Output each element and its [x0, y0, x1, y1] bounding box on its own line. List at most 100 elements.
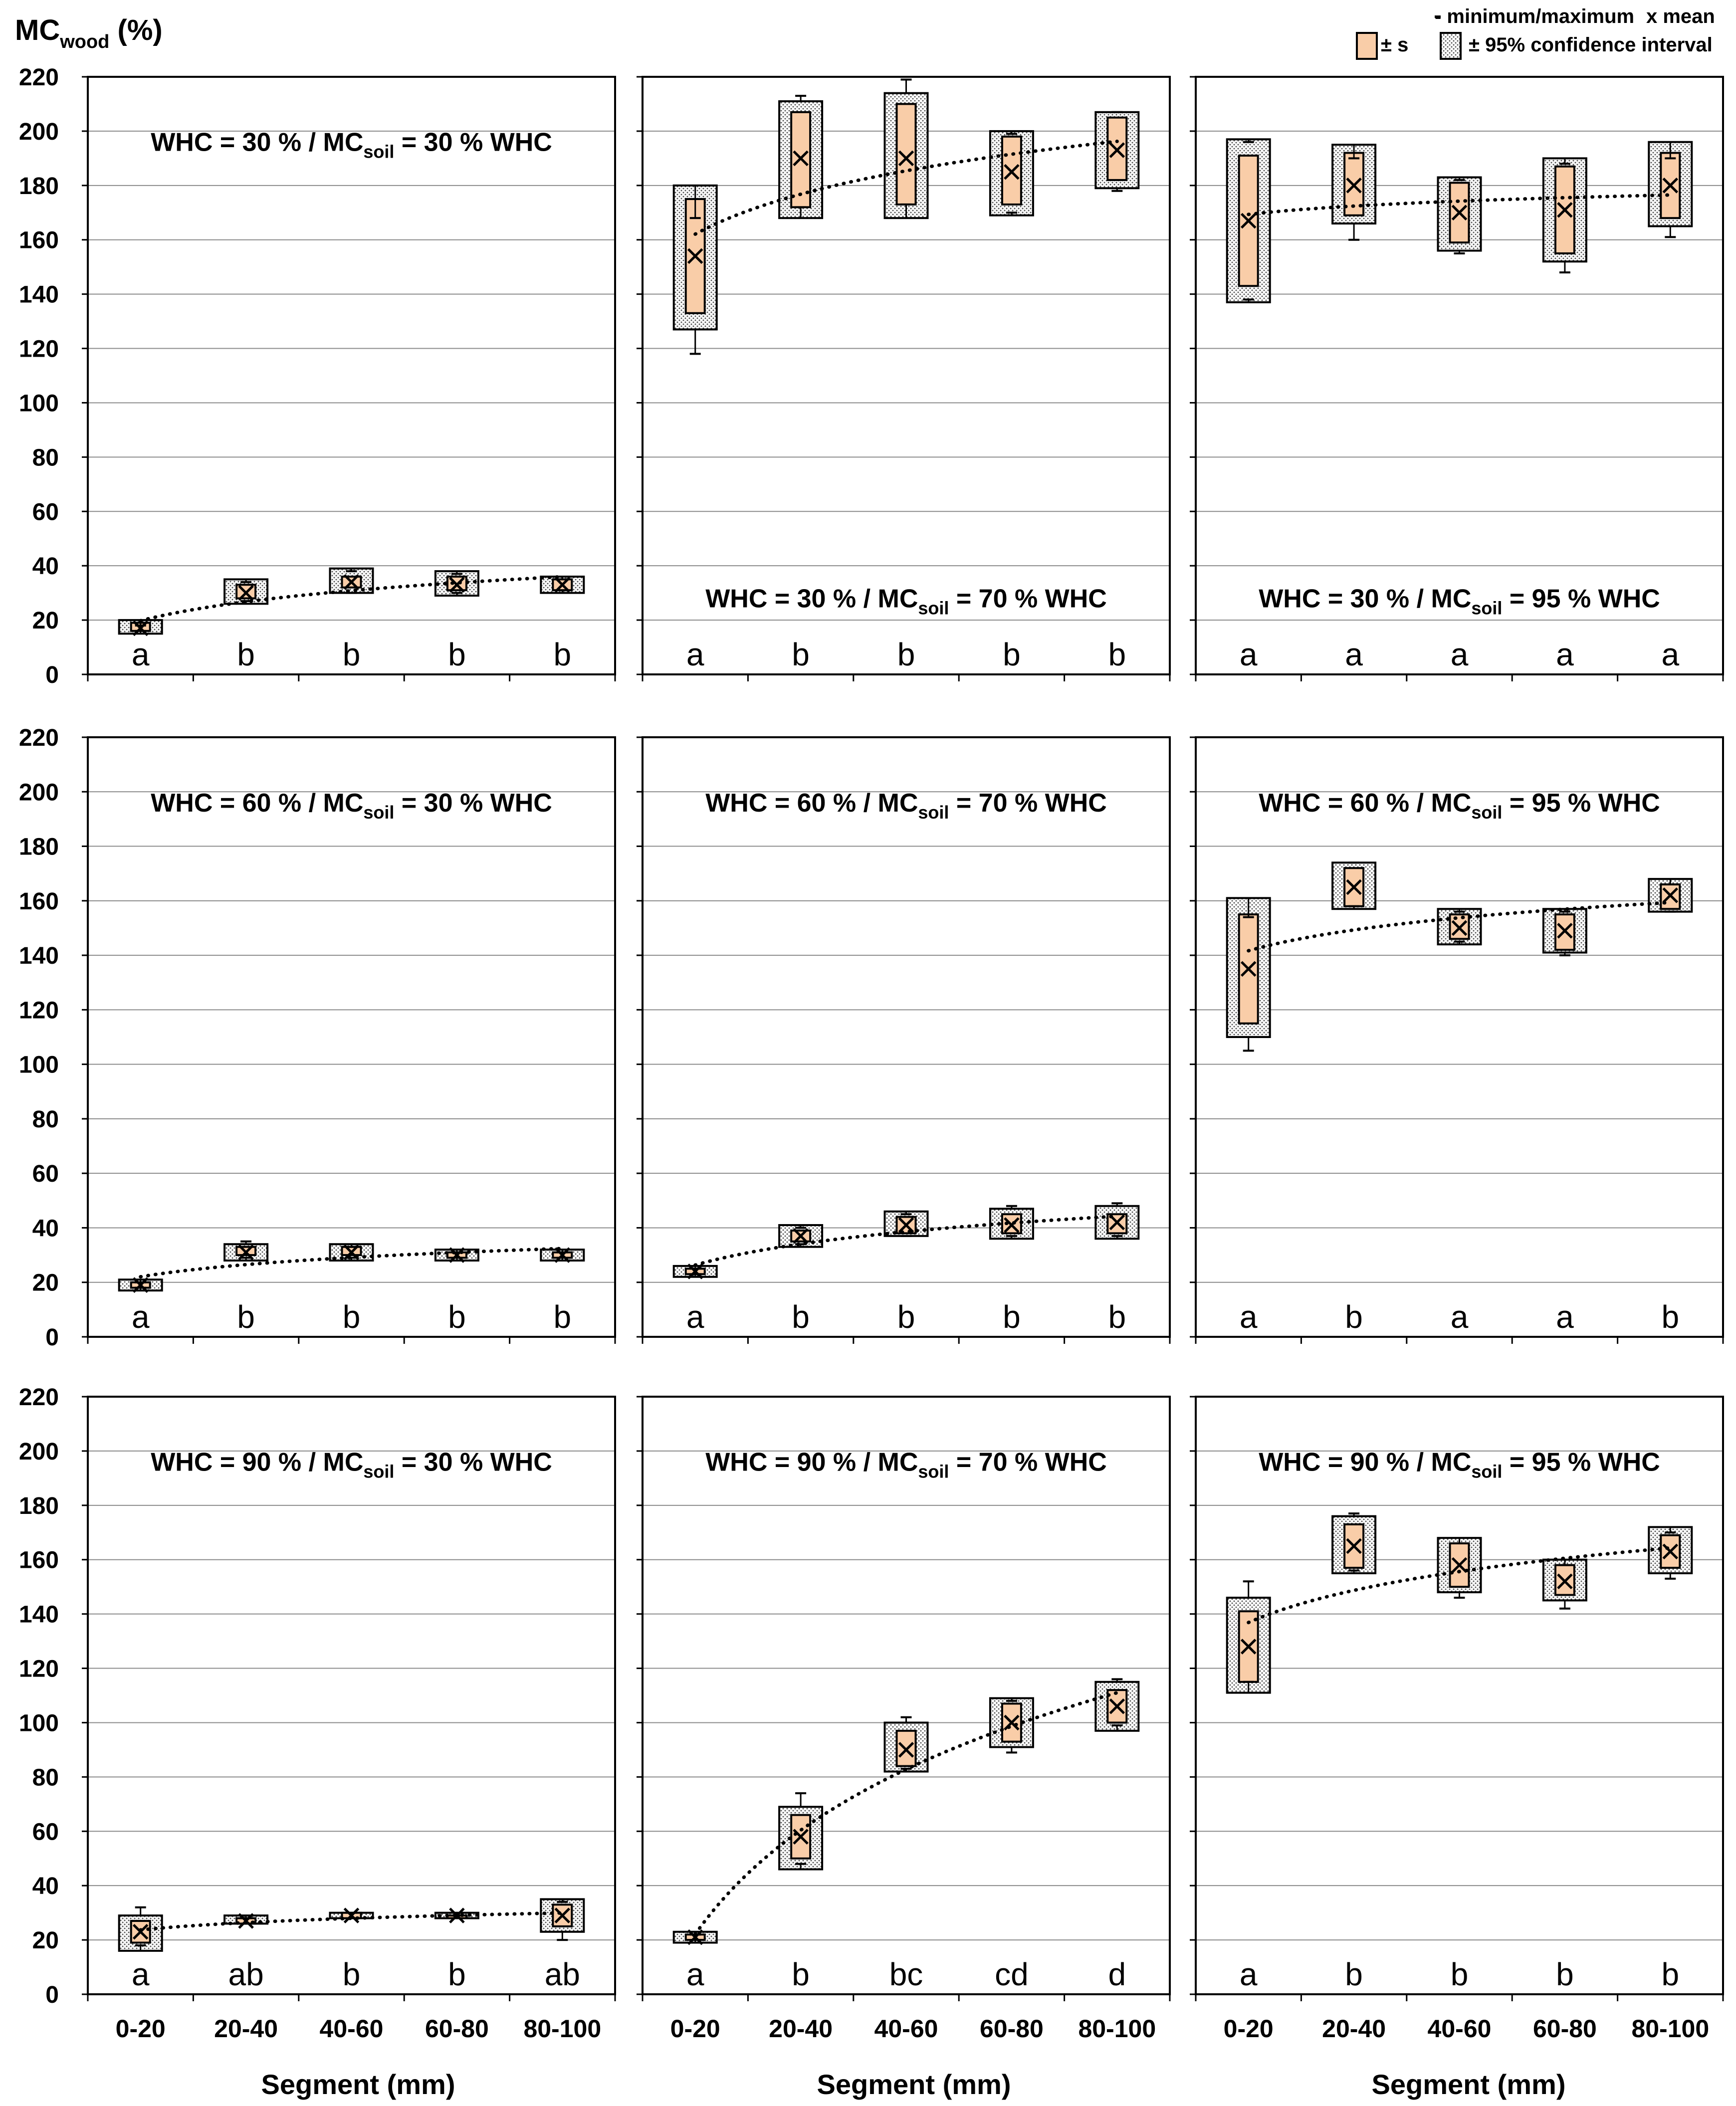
panel-row3-col3: a 0-20 b 20-40 b 40-60 b 60-80 b 80-100 WHC = 90 %… — [1190, 1396, 1724, 2043]
mean-marker — [1557, 923, 1573, 939]
panel-title-rest: = 70 % WHC — [949, 789, 1106, 818]
mean-marker — [1557, 202, 1573, 218]
y-axis-title-unit: (%) — [109, 14, 162, 46]
significance-letter: b — [792, 1956, 810, 1992]
box-0-20: a — [118, 1277, 163, 1335]
y-axis-title-main: MC — [15, 14, 60, 46]
mean-marker — [449, 577, 465, 593]
y-tick-label: 20 — [32, 608, 59, 634]
legend-ci-swatch — [1440, 32, 1462, 60]
significance-letter: b — [897, 636, 915, 672]
panel-title-sub: soil — [363, 1462, 394, 1482]
panel-title: WHC = 60 % / MCsoil = 30 % WHC — [151, 789, 552, 823]
significance-letter: b — [1003, 1299, 1021, 1335]
box-0-20: a — [672, 1264, 718, 1335]
plot-frame — [1195, 76, 1724, 675]
significance-letter: b — [1345, 1299, 1363, 1335]
trendline — [693, 139, 1119, 236]
sd-box — [1660, 1534, 1681, 1569]
mean-marker — [793, 150, 809, 167]
box-20-40: b — [223, 578, 269, 672]
panel-row3-col2: a 0-20 b 20-40 bc 40-60 cd 60-80 d 80-100 WHC = 90… — [637, 1396, 1171, 2043]
box-40-60: a — [1437, 176, 1482, 672]
mean-marker — [554, 1247, 571, 1263]
box-40-60: b — [883, 1210, 929, 1335]
significance-letter: b — [1345, 1956, 1363, 1992]
panel-row1-col1: 0 20 40 60 80 100 120 140 160 180 200 220 a b b b b WHC =… — [19, 64, 616, 688]
panel-title-main: WHC = 60 % / MC — [151, 789, 363, 818]
panel-title: WHC = 30 % / MCsoil = 95 % WHC — [1259, 585, 1660, 619]
box-80-100: b 80-100 — [1631, 1526, 1709, 2043]
box-20-40: b — [778, 1224, 824, 1335]
mean-marker — [1109, 1698, 1125, 1714]
y-tick-label: 120 — [19, 336, 59, 363]
legend-minmax-marker — [1435, 15, 1441, 18]
y-tick-label: 140 — [19, 943, 59, 969]
panel-row2-col3: a b a a b WHC = 60 % / MCsoil = 95 % WHC — [1190, 736, 1724, 1344]
panel-title-main: WHC = 90 % / MC — [1259, 1448, 1471, 1477]
y-tick-label: 180 — [19, 173, 59, 200]
mean-marker — [898, 150, 914, 167]
significance-letter: b — [1451, 1956, 1469, 1992]
y-tick-label: 200 — [19, 1439, 59, 1465]
box-40-60: a — [1437, 908, 1482, 1335]
y-tick-label: 20 — [32, 1927, 59, 1954]
significance-letter: a — [1451, 636, 1469, 672]
significance-letter: b — [448, 636, 466, 672]
box-80-100: d 80-100 — [1078, 1678, 1156, 2043]
panel-title-sub: soil — [918, 598, 949, 619]
box-60-80: b 60-80 — [425, 1907, 489, 2043]
box-0-20: a — [1226, 897, 1271, 1335]
significance-letter: b — [1662, 1299, 1680, 1335]
significance-letter: b — [343, 636, 361, 672]
significance-letter: b — [554, 1299, 572, 1335]
mean-marker — [1346, 178, 1362, 194]
trendline — [139, 1247, 564, 1279]
legend-mean-label: x mean — [1646, 5, 1715, 27]
y-tick-label: 0 — [45, 1324, 59, 1351]
significance-letter: b — [1662, 1956, 1680, 1992]
mean-marker — [343, 1907, 360, 1923]
panel-title-rest: = 30 % WHC — [394, 789, 552, 818]
box-60-80: b — [434, 1247, 479, 1335]
significance-letter: cd — [995, 1956, 1029, 1992]
significance-letter: b — [343, 1299, 361, 1335]
panel-title-main: WHC = 90 % / MC — [151, 1448, 363, 1477]
box-20-40: a — [1331, 144, 1377, 672]
mean-marker — [1557, 1573, 1573, 1590]
box-80-100: b — [540, 575, 585, 672]
panel-title-sub: soil — [1471, 802, 1502, 823]
box-60-80: b — [989, 1205, 1034, 1335]
significance-letter: a — [686, 636, 704, 672]
mean-marker — [554, 1907, 571, 1923]
significance-letter: b — [237, 1299, 255, 1335]
mean-marker — [238, 585, 254, 601]
significance-letter: a — [1240, 636, 1258, 672]
panel-title-rest: = 70 % WHC — [949, 1448, 1106, 1477]
legend-sd-swatch — [1356, 32, 1378, 60]
plot-frame — [642, 1396, 1171, 1995]
mean-marker — [449, 1907, 465, 1923]
significance-letter: b — [1003, 636, 1021, 672]
y-tick-label: 160 — [19, 1547, 59, 1574]
significance-letter: ab — [545, 1956, 580, 1992]
x-tick-label: 60-80 — [425, 2015, 489, 2043]
plot-frame — [1195, 1396, 1724, 1995]
significance-letter: b — [448, 1299, 466, 1335]
sd-box — [895, 1729, 917, 1767]
significance-letter: a — [1345, 636, 1363, 672]
significance-letter: bc — [889, 1956, 923, 1992]
plot-frame — [87, 736, 616, 1338]
y-axis-title: MCwood (%) — [15, 14, 163, 52]
y-tick-label: 0 — [45, 662, 59, 688]
trendline — [693, 1691, 1119, 1936]
box-80-100: a — [1648, 141, 1693, 672]
panel-title: WHC = 30 % / MCsoil = 70 % WHC — [705, 585, 1107, 619]
box-60-80: a — [1542, 157, 1587, 672]
mean-marker — [132, 1923, 149, 1940]
significance-letter: b — [448, 1956, 466, 1992]
y-tick-label: 200 — [19, 779, 59, 806]
y-tick-label: 220 — [19, 1384, 59, 1411]
panel-title-main: WHC = 30 % / MC — [1259, 585, 1471, 614]
